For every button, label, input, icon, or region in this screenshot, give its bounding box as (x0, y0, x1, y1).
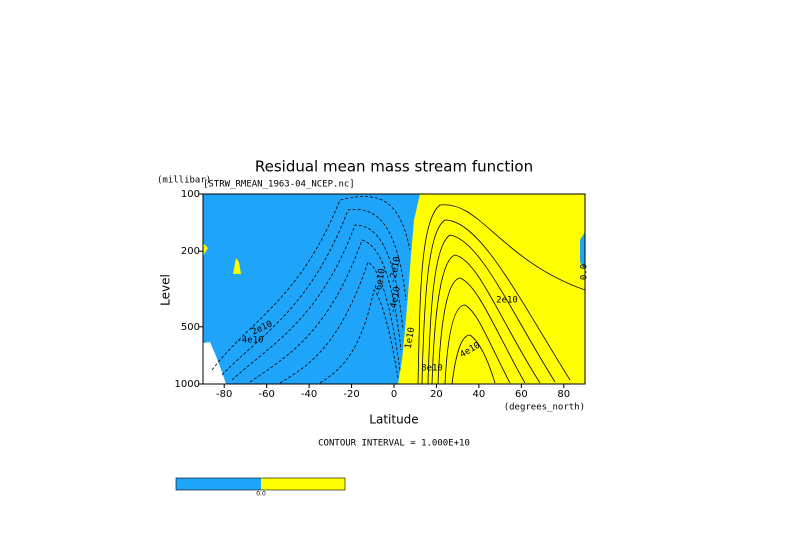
missing-region (203, 342, 226, 384)
x-tick-label: -60 (258, 389, 274, 400)
x-unit: (degrees_north) (504, 403, 585, 413)
y-unit: (millibar) (157, 176, 211, 186)
y-axis-label: Level (159, 274, 173, 306)
x-tick-label: 0 (391, 389, 397, 400)
contour-label: -4e10 (236, 336, 263, 346)
x-tick-label: -40 (301, 389, 317, 400)
y-tick-label: 500 (181, 322, 200, 333)
colorbar-positive (261, 478, 345, 490)
x-tick-label: 40 (473, 389, 486, 400)
annotation: CONTOUR INTERVAL = 1.000E+10 (318, 439, 470, 449)
colorbar-label: 0.0 (256, 491, 266, 498)
contours (211, 196, 585, 384)
y-tick-label: 1000 (175, 379, 200, 390)
contour-label: -6e10 (373, 268, 388, 296)
x-tick-label: -20 (343, 389, 359, 400)
x-tick-label: 20 (430, 389, 443, 400)
chart-title: Residual mean mass stream function (255, 158, 533, 176)
contour-label: 1e10 (404, 327, 418, 350)
colorbar-negative (176, 478, 261, 490)
subtitle: [STRW_RMEAN_1963-04_NCEP.nc] (203, 180, 355, 190)
x-axis-label: Latitude (369, 413, 418, 427)
contour-label: -4e10 (388, 286, 403, 314)
positive-region (203, 243, 208, 256)
x-tick-label: 60 (515, 389, 528, 400)
positive-region (233, 258, 241, 274)
x-tick-label: 80 (557, 389, 570, 400)
y-tick-label: 100 (181, 189, 200, 200)
plot-fill (203, 194, 585, 384)
y-tick-label: 200 (181, 246, 200, 257)
colorbar-frame (175, 477, 346, 491)
contour-label: 2e10 (496, 296, 518, 306)
contour-label: 8e10 (421, 364, 443, 374)
contour-label: 0.0 (580, 264, 590, 280)
contour-label: -2e10 (388, 256, 403, 284)
x-tick-label: -80 (216, 389, 232, 400)
